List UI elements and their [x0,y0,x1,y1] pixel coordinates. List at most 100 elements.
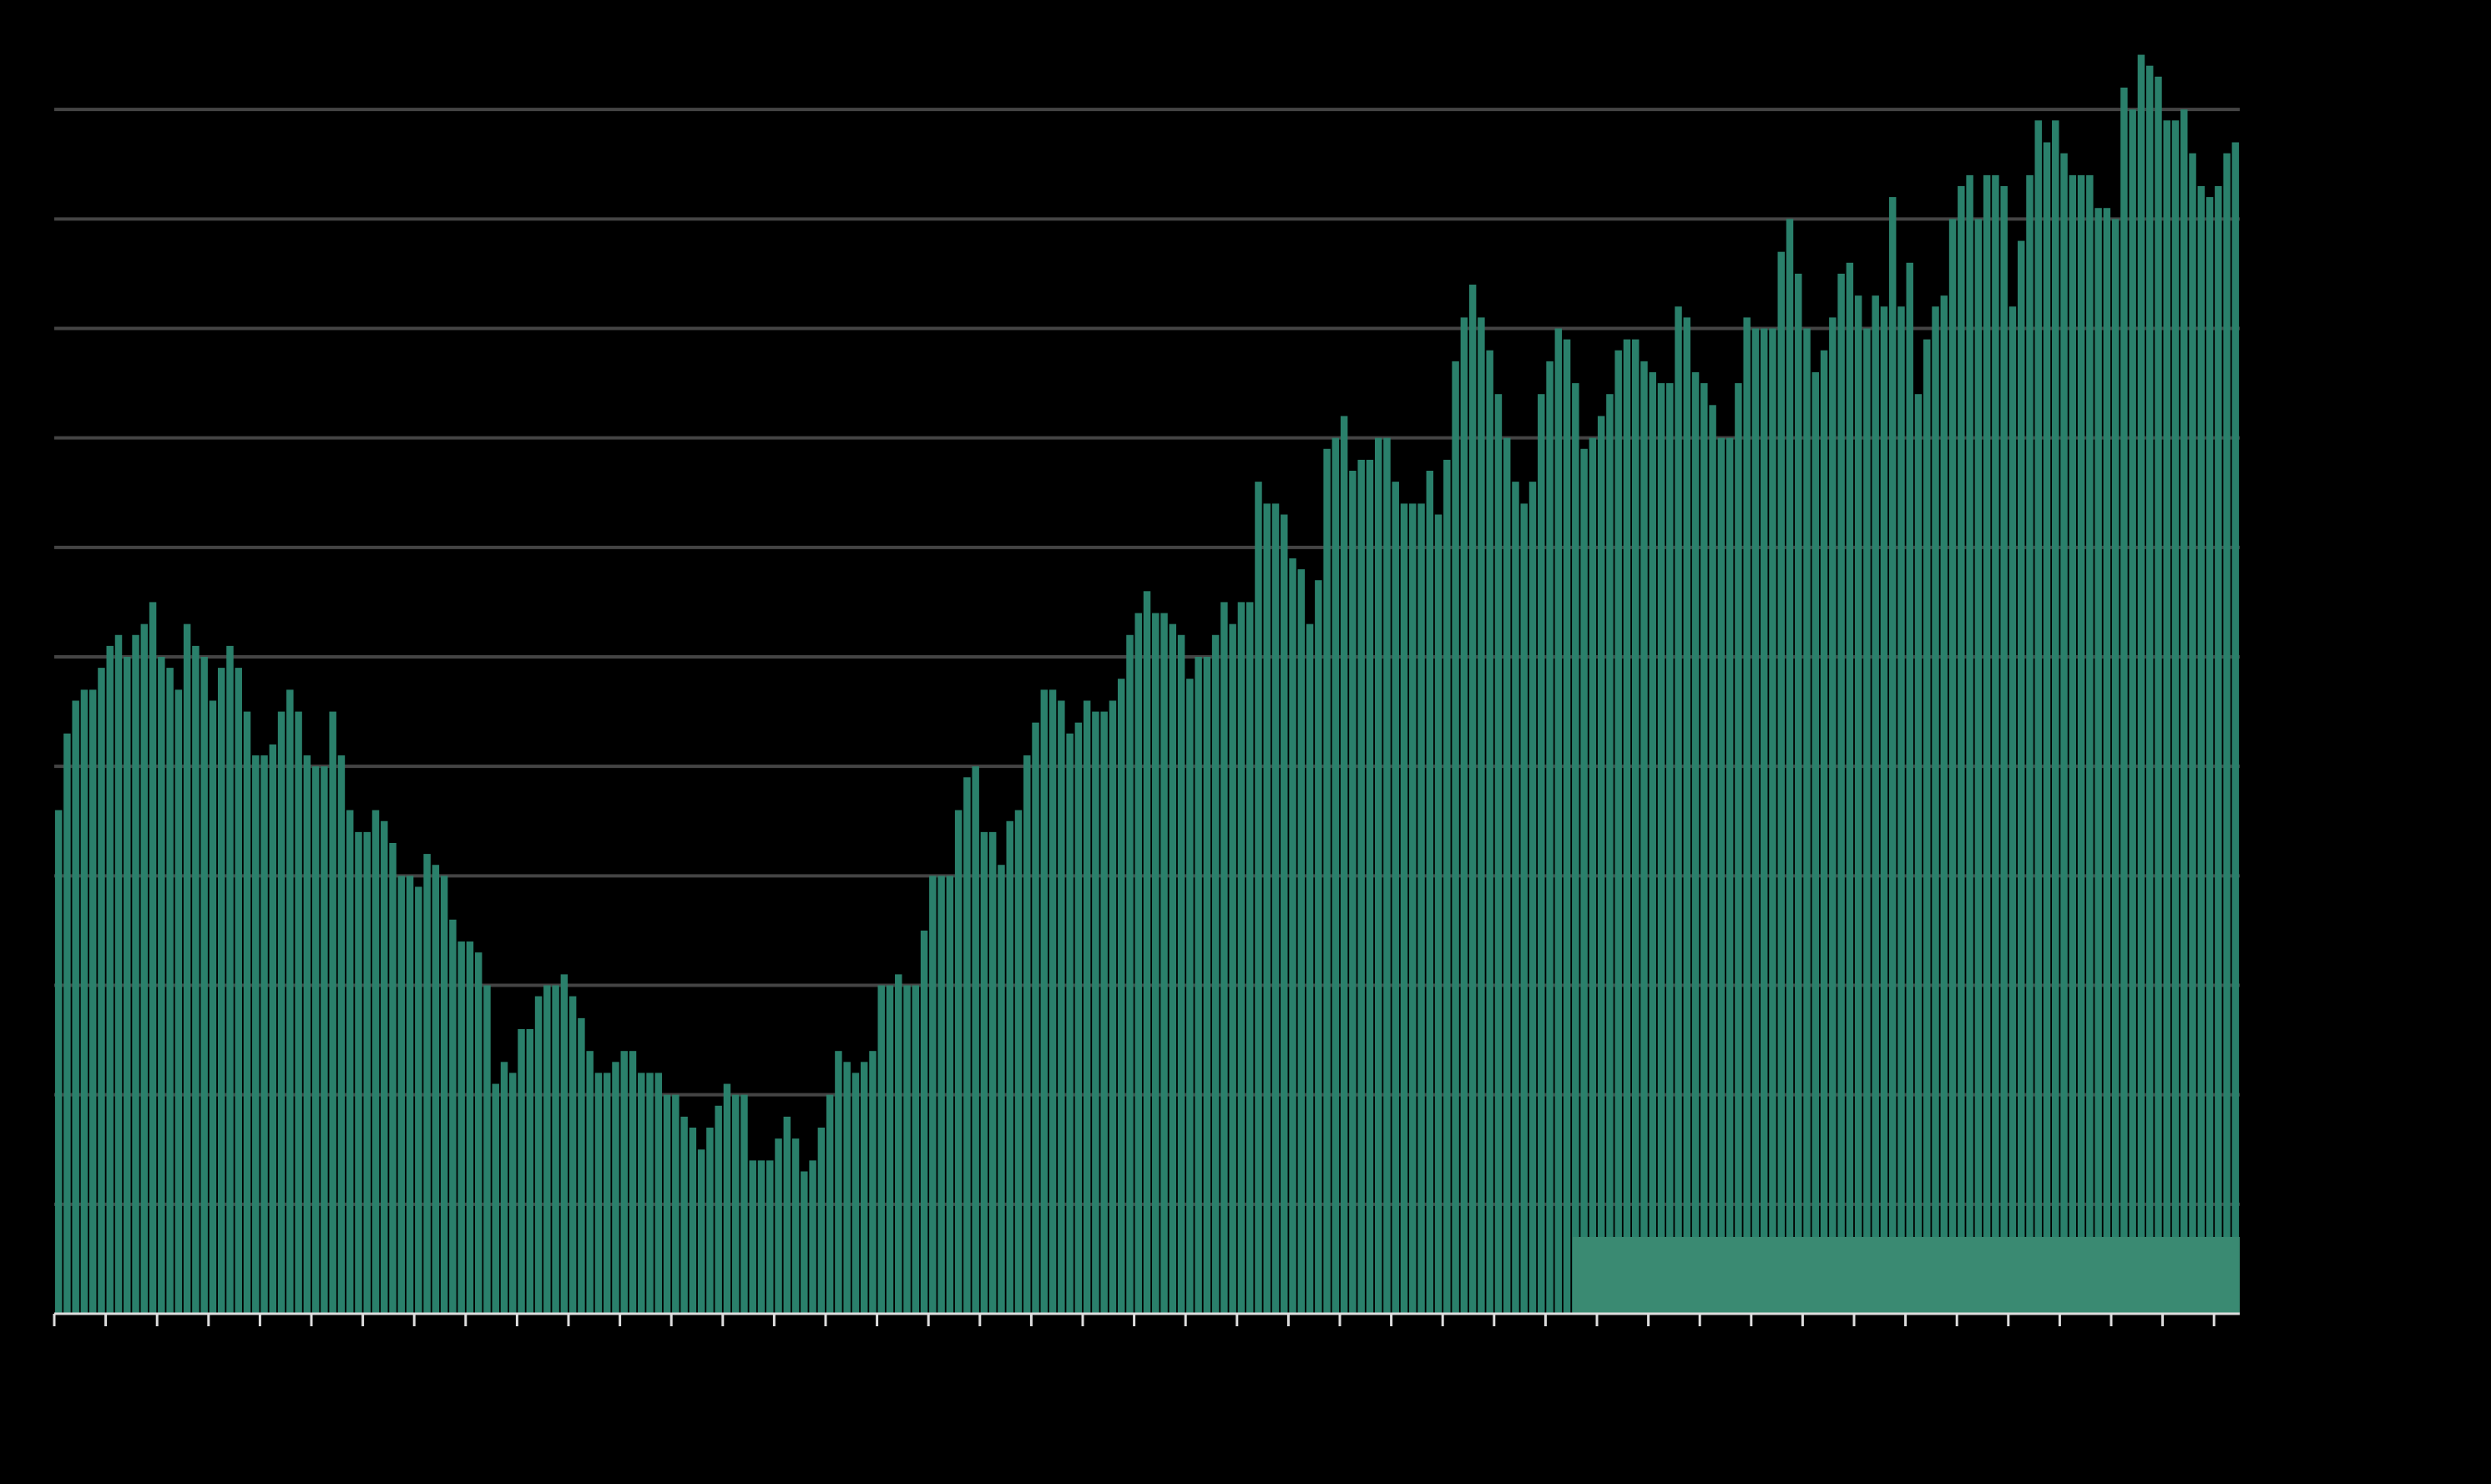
bar [235,668,242,1314]
bar [1572,383,1579,1314]
bar [217,668,225,1314]
bar [63,733,71,1314]
bar [98,668,105,1314]
bar [877,985,885,1314]
bar [423,854,431,1314]
bar [552,985,559,1314]
bar [886,985,894,1314]
bar [389,842,397,1314]
bar [1888,197,1897,1315]
bar [1777,251,1785,1314]
bar [1374,437,1382,1314]
bar [2017,240,2025,1315]
bar [1203,657,1211,1314]
bar [311,766,320,1314]
bar [1958,185,1965,1314]
bar [757,1160,765,1314]
bar [594,1073,603,1314]
bar [988,831,997,1314]
bar [209,700,217,1314]
bar [1700,383,1708,1314]
bar [260,755,268,1314]
bar [1854,295,1862,1314]
bar [903,985,911,1314]
bar [826,1094,834,1314]
bar [2180,109,2188,1315]
bar [1315,580,1322,1314]
bar [1417,503,1425,1314]
bar [1426,471,1434,1314]
bar [1683,317,1691,1315]
bar [835,1051,842,1314]
bar [1528,482,1537,1314]
bar [560,974,568,1314]
bar [706,1128,714,1314]
bar [140,623,149,1314]
bar [415,886,422,1314]
bar [1691,371,1700,1314]
bar [1872,295,1879,1314]
bar [1932,306,1939,1315]
bar [2189,153,2196,1315]
bar [731,1094,740,1314]
bar [1966,174,1973,1314]
bar [2215,185,2222,1314]
bar [998,865,1005,1314]
bar [269,744,277,1314]
bar [920,930,928,1314]
bar [963,777,971,1314]
bar [1820,350,1828,1314]
bar [277,711,285,1314]
bar [174,689,183,1314]
bar [1675,306,1682,1315]
bar [680,1116,688,1314]
bar [1289,558,1296,1314]
bar [2111,219,2120,1314]
bar [2026,174,2034,1314]
bar [1152,613,1160,1314]
bar [226,645,234,1314]
bar [2052,120,2059,1315]
bar [869,1051,877,1314]
bar [578,1017,585,1314]
bar [526,1028,534,1314]
bar [817,1128,826,1314]
bar [1709,405,1716,1315]
bar [1400,503,1408,1314]
bar [1948,219,1957,1314]
bar [1743,317,1751,1315]
bar [1811,371,1820,1314]
bar [440,876,448,1314]
bar [243,711,251,1314]
bar [1837,273,1845,1315]
bar [1974,219,1983,1314]
bar [1786,219,1794,1314]
bar [1306,623,1314,1314]
bar [329,711,336,1314]
bar [946,876,954,1314]
bar [1486,350,1493,1314]
bar [149,602,157,1314]
bar [1169,623,1177,1314]
bar [620,1051,628,1314]
bar [895,974,902,1314]
bar [1769,328,1776,1314]
bar [972,766,979,1314]
bar [2223,153,2231,1315]
x-axis [53,1312,2240,1326]
bar [2034,120,2042,1315]
bar [252,755,260,1314]
bar [586,1051,594,1314]
bar [1631,339,1640,1314]
bar [1271,503,1280,1314]
bar [1246,602,1254,1314]
bar [1109,700,1117,1314]
bar [929,876,937,1314]
bar [1494,394,1503,1315]
bar [1460,317,1468,1315]
bar [912,985,920,1314]
bar [860,1062,868,1314]
bar [346,810,354,1314]
bar [1297,569,1306,1314]
